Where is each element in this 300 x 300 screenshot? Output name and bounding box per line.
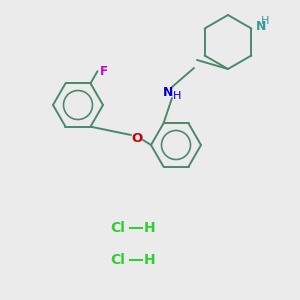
Text: H: H bbox=[173, 91, 181, 101]
Text: N: N bbox=[255, 20, 266, 33]
Text: N: N bbox=[163, 85, 173, 98]
Text: H: H bbox=[144, 221, 156, 235]
Text: F: F bbox=[100, 65, 107, 78]
Text: H: H bbox=[144, 253, 156, 267]
Text: O: O bbox=[131, 131, 142, 145]
Text: Cl: Cl bbox=[111, 253, 125, 267]
Text: Cl: Cl bbox=[111, 221, 125, 235]
Text: H: H bbox=[261, 16, 270, 26]
